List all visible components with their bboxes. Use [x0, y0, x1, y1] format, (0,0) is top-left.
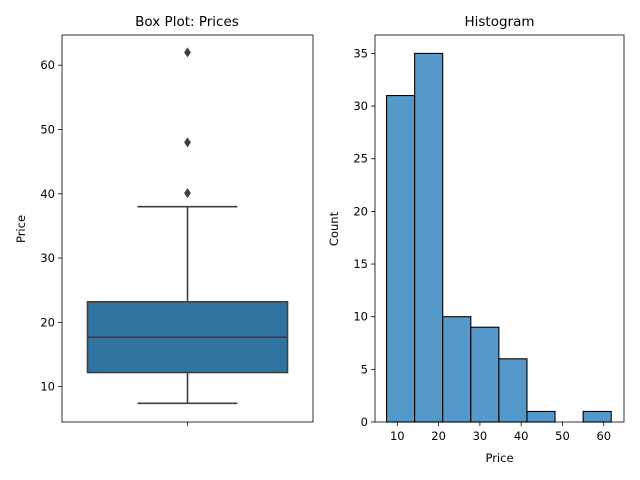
- histogram-x-axis-label: Price: [485, 451, 513, 465]
- outlier-point: [184, 47, 191, 58]
- boxplot-y-tick-label: 40: [40, 187, 55, 201]
- histogram-bars: [386, 52, 612, 423]
- histogram-bar: [582, 410, 612, 423]
- histogram-bar: [414, 52, 444, 423]
- histogram-y-tick-label: 15: [353, 257, 368, 271]
- histogram-bar: [526, 410, 556, 423]
- histogram-y-tick-label: 35: [353, 46, 368, 60]
- histogram-bar: [498, 358, 528, 423]
- boxplot-y-tick-label: 20: [40, 315, 55, 329]
- histogram-y-tick-label: 30: [353, 99, 368, 113]
- histogram-y-tick-label: 5: [361, 362, 368, 376]
- histogram-x-tick-label: 60: [596, 429, 611, 443]
- boxplot-title: Box Plot: Prices: [135, 14, 239, 30]
- boxplot-panel: Box Plot: Prices Price 10 20 30 40 50 60: [14, 14, 314, 426]
- boxplot-y-ticks: 10 20 30 40 50 60: [40, 58, 62, 394]
- histogram-y-axis-label: Count: [327, 211, 341, 246]
- boxplot-y-tick-label: 30: [40, 251, 55, 265]
- histogram-bar: [442, 316, 472, 423]
- boxplot-y-axis-label: Price: [14, 215, 28, 243]
- histogram-x-tick-label: 50: [555, 429, 570, 443]
- histogram-bar: [386, 95, 416, 423]
- boxplot-y-tick-label: 60: [40, 58, 55, 72]
- histogram-bar: [470, 326, 500, 423]
- histogram-y-tick-label: 10: [353, 310, 368, 324]
- histogram-panel: Histogram Count Price 0 5 10 15 20 25 30 35 10 2…: [327, 14, 625, 465]
- histogram-y-ticks: 0 5 10 15 20 25 30 35: [353, 46, 375, 429]
- histogram-title: Histogram: [464, 14, 534, 30]
- histogram-x-ticks: 10 20 30 40 50 60: [390, 422, 611, 443]
- outlier-point: [184, 188, 191, 199]
- histogram-x-tick-label: 10: [390, 429, 405, 443]
- boxplot-marks: [86, 47, 289, 405]
- histogram-y-tick-label: 25: [353, 152, 368, 166]
- histogram-x-tick-label: 40: [514, 429, 529, 443]
- histogram-frame: [374, 34, 625, 423]
- boxplot-y-tick-label: 50: [40, 123, 55, 137]
- histogram-y-tick-label: 0: [361, 415, 368, 429]
- boxplot-y-tick-label: 10: [40, 380, 55, 394]
- histogram-y-tick-label: 20: [353, 204, 368, 218]
- histogram-x-tick-label: 20: [431, 429, 446, 443]
- histogram-x-tick-label: 30: [473, 429, 488, 443]
- outlier-point: [184, 137, 191, 148]
